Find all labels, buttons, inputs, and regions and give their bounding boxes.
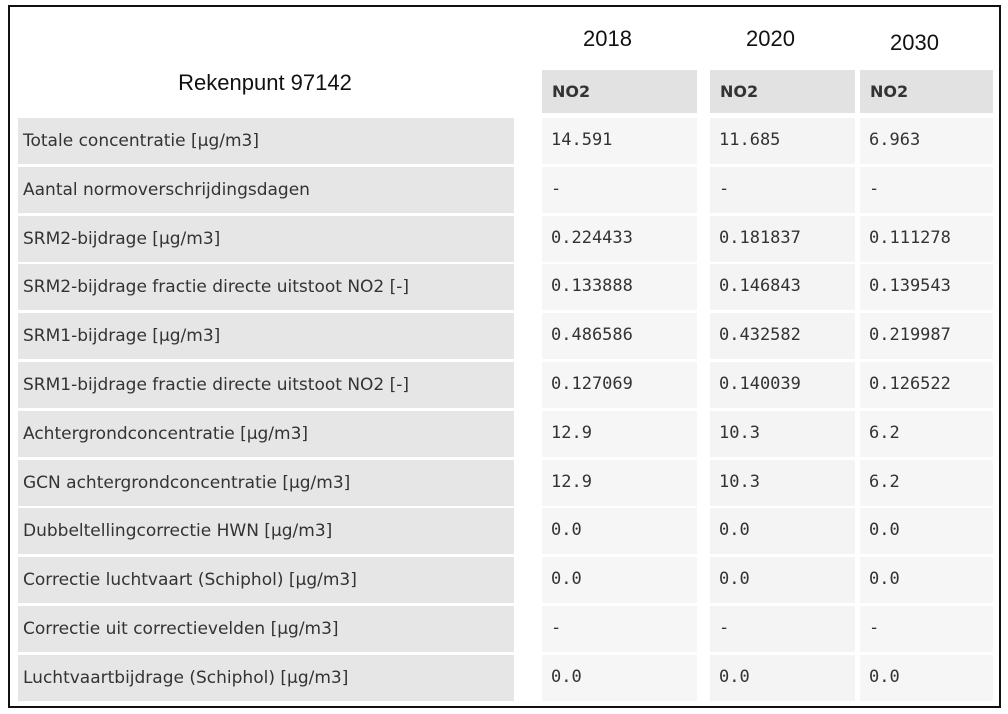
- row-value-2018: 0.133888: [542, 264, 697, 311]
- table-row: SRM2-bijdrage fractie directe uitstoot N…: [18, 264, 993, 311]
- row-value-2030: 0.219987: [860, 313, 993, 360]
- row-value-2020: 0.140039: [710, 362, 855, 408]
- row-value-2018: 0.127069: [542, 362, 697, 408]
- row-value-2020: 0.0: [710, 557, 855, 604]
- row-label: GCN achtergrondconcentratie [µg/m3]: [18, 459, 514, 506]
- row-label: SRM1-bijdrage [µg/m3]: [18, 313, 514, 360]
- row-value-2018: 0.0: [542, 508, 697, 555]
- row-value-2020: -: [710, 166, 855, 213]
- row-value-2018: 12.9: [542, 410, 697, 457]
- row-value-2018: 0.0: [542, 557, 697, 604]
- row-value-2020: 11.685: [710, 118, 855, 164]
- row-label: Dubbeltellingcorrectie HWN [µg/m3]: [18, 508, 514, 555]
- row-value-2030: 0.139543: [860, 264, 993, 311]
- row-value-2030: 0.111278: [860, 215, 993, 262]
- row-value-2020: 0.0: [710, 654, 855, 701]
- row-value-2018: 0.486586: [542, 313, 697, 360]
- table-row: Aantal normoverschrijdingsdagen - - -: [18, 166, 993, 213]
- table-row: Achtergrondconcentratie [µg/m3] 12.9 10.3 6…: [18, 410, 993, 457]
- row-value-2030: -: [860, 166, 993, 213]
- substance-header-2030: NO2: [860, 70, 993, 113]
- row-value-2020: 0.0: [710, 508, 855, 555]
- row-label: SRM2-bijdrage fractie directe uitstoot N…: [18, 264, 514, 311]
- row-label: Aantal normoverschrijdingsdagen: [18, 166, 514, 213]
- row-value-2030: -: [860, 606, 993, 652]
- row-value-2020: 0.181837: [710, 215, 855, 262]
- table-title: Rekenpunt 97142: [178, 70, 352, 95]
- row-value-2020: -: [710, 606, 855, 652]
- row-value-2020: 10.3: [710, 410, 855, 457]
- row-value-2030: 6.2: [860, 410, 993, 457]
- table-row: GCN achtergrondconcentratie [µg/m3] 12.9 1…: [18, 459, 993, 506]
- substance-header-2020: NO2: [710, 70, 855, 113]
- table-row: Correctie luchtvaart (Schiphol) [µg/m3] 0…: [18, 557, 993, 604]
- row-value-2020: 0.146843: [710, 264, 855, 311]
- table-row: Totale concentratie [µg/m3] 14.591 11.685 6…: [18, 118, 993, 164]
- table-row: SRM2-bijdrage [µg/m3] 0.224433 0.181837 0.1…: [18, 215, 993, 262]
- year-header-2020: 2020: [746, 26, 795, 51]
- row-value-2030: 6.963: [860, 118, 993, 164]
- row-value-2030: 6.2: [860, 459, 993, 506]
- row-label: Luchtvaartbijdrage (Schiphol) [µg/m3]: [18, 654, 514, 701]
- table-row: SRM1-bijdrage [µg/m3] 0.486586 0.432582 0.2…: [18, 313, 993, 360]
- row-value-2030: 0.0: [860, 508, 993, 555]
- row-value-2020: 0.432582: [710, 313, 855, 360]
- row-label: SRM1-bijdrage fractie directe uitstoot N…: [18, 362, 514, 408]
- row-label: SRM2-bijdrage [µg/m3]: [18, 215, 514, 262]
- substance-header-2018: NO2: [542, 70, 697, 113]
- row-label: Correctie luchtvaart (Schiphol) [µg/m3]: [18, 557, 514, 604]
- row-label: Totale concentratie [µg/m3]: [18, 118, 514, 164]
- row-label: Achtergrondconcentratie [µg/m3]: [18, 410, 514, 457]
- row-value-2030: 0.0: [860, 654, 993, 701]
- row-value-2018: 14.591: [542, 118, 697, 164]
- row-value-2018: 0.224433: [542, 215, 697, 262]
- table-row: SRM1-bijdrage fractie directe uitstoot N…: [18, 362, 993, 408]
- table-row: Correctie uit correctievelden [µg/m3] - - -: [18, 606, 993, 652]
- row-value-2018: -: [542, 606, 697, 652]
- row-value-2020: 10.3: [710, 459, 855, 506]
- row-value-2030: 0.0: [860, 557, 993, 604]
- year-header-2030: 2030: [890, 30, 939, 55]
- row-label: Correctie uit correctievelden [µg/m3]: [18, 606, 514, 652]
- table-row: Luchtvaartbijdrage (Schiphol) [µg/m3] 0.0…: [18, 654, 993, 701]
- year-header-2018: 2018: [583, 26, 632, 51]
- row-value-2018: -: [542, 166, 697, 213]
- table-row: Dubbeltellingcorrectie HWN [µg/m3] 0.0 0.0…: [18, 508, 993, 555]
- row-value-2018: 0.0: [542, 654, 697, 701]
- row-value-2030: 0.126522: [860, 362, 993, 408]
- row-value-2018: 12.9: [542, 459, 697, 506]
